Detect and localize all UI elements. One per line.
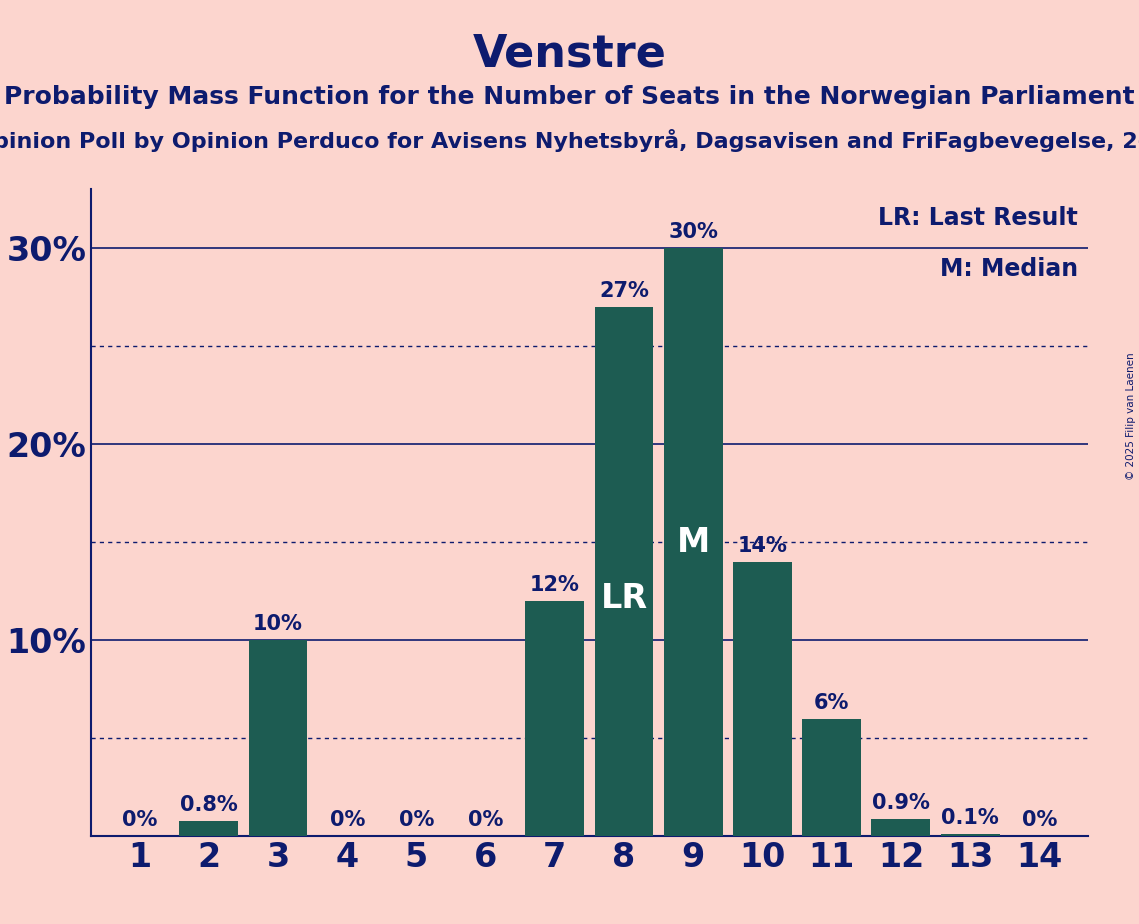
Text: 0%: 0%: [122, 810, 157, 831]
Text: 0%: 0%: [1022, 810, 1057, 831]
Bar: [525, 601, 584, 836]
Text: 0%: 0%: [468, 810, 503, 831]
Text: 0.9%: 0.9%: [872, 793, 929, 813]
Bar: [595, 307, 654, 836]
Text: LR: Last Result: LR: Last Result: [878, 206, 1077, 229]
Text: 6%: 6%: [814, 693, 850, 712]
Bar: [941, 834, 1000, 836]
Text: 10%: 10%: [253, 614, 303, 635]
Text: 0%: 0%: [329, 810, 364, 831]
Text: 0.8%: 0.8%: [180, 795, 238, 815]
Text: Venstre: Venstre: [473, 32, 666, 76]
Bar: [248, 640, 308, 836]
Bar: [734, 562, 792, 836]
Text: 0%: 0%: [399, 810, 434, 831]
Text: © 2025 Filip van Laenen: © 2025 Filip van Laenen: [1126, 352, 1136, 480]
Bar: [179, 821, 238, 836]
Text: 0.1%: 0.1%: [941, 808, 999, 829]
Text: LR: LR: [600, 581, 648, 614]
Bar: [664, 249, 722, 836]
Text: Opinion Poll by Opinion Perduco for Avisens Nyhetsbyrå, Dagsavisen and FriFagbev: Opinion Poll by Opinion Perduco for Avis…: [0, 129, 1139, 152]
Text: 27%: 27%: [599, 281, 649, 301]
Text: Probability Mass Function for the Number of Seats in the Norwegian Parliament: Probability Mass Function for the Number…: [5, 85, 1134, 109]
Bar: [871, 819, 931, 836]
Bar: [802, 719, 861, 836]
Text: M: Median: M: Median: [940, 257, 1077, 281]
Text: 12%: 12%: [530, 575, 580, 595]
Text: 30%: 30%: [669, 223, 719, 242]
Text: M: M: [677, 526, 710, 559]
Text: 14%: 14%: [738, 536, 787, 556]
